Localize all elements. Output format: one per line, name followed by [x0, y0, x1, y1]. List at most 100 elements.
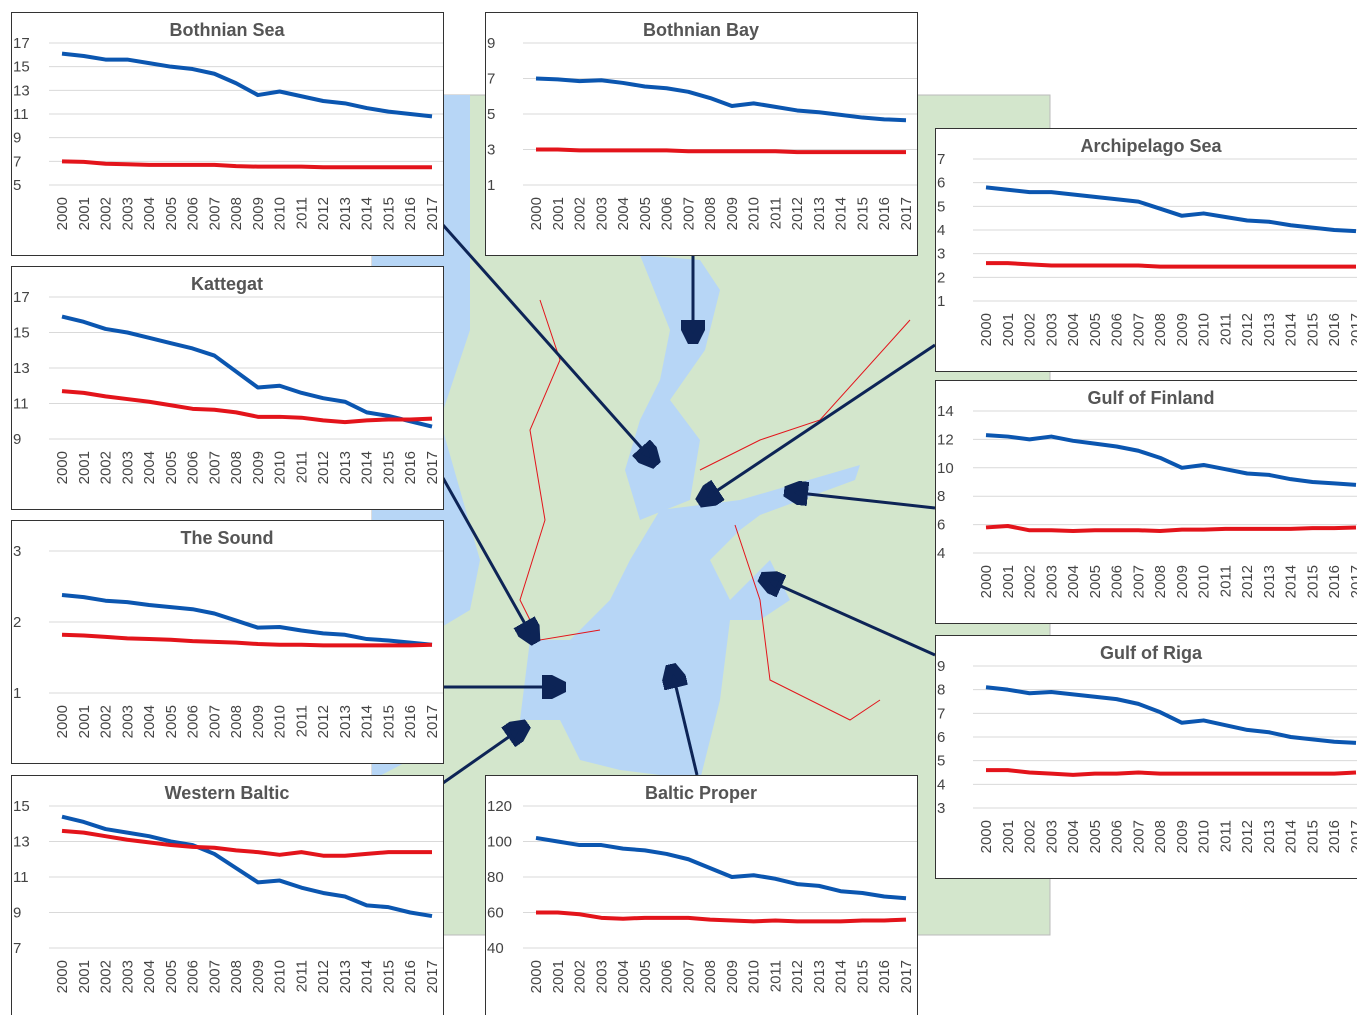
y-tick-label: 2	[937, 269, 945, 286]
y-tick-label: 4	[937, 545, 945, 562]
y-tick-label: 5	[487, 106, 495, 123]
x-tick-label: 2005	[637, 197, 654, 230]
x-tick-label: 2012	[315, 705, 332, 738]
x-tick-label: 2007	[206, 705, 223, 738]
x-tick-label: 2010	[272, 197, 289, 230]
x-tick-label: 2011	[293, 705, 310, 737]
y-tick-label: 5	[13, 177, 21, 194]
y-tick-label: 2	[13, 614, 21, 631]
y-tick-label: 9	[487, 35, 495, 52]
y-tick-label: 120	[487, 798, 512, 815]
x-tick-label: 2001	[1000, 820, 1017, 853]
x-tick-label: 2004	[141, 197, 158, 230]
x-tick-label: 2015	[854, 960, 871, 993]
x-tick-label: 2002	[1022, 313, 1039, 346]
x-tick-label: 2010	[272, 705, 289, 738]
x-tick-label: 2013	[1261, 565, 1278, 598]
panel-frame	[11, 266, 444, 510]
arrow	[441, 224, 653, 461]
x-tick-label: 2012	[315, 451, 332, 484]
series-line	[985, 433, 1357, 487]
x-tick-label: 2004	[1065, 565, 1082, 598]
x-tick-label: 2015	[1304, 565, 1321, 598]
x-tick-label: 2006	[659, 197, 676, 230]
x-tick-label: 2001	[76, 197, 93, 230]
y-tick-label: 15	[13, 59, 30, 76]
x-tick-label: 2000	[978, 565, 995, 598]
x-tick-label: 2014	[359, 705, 376, 738]
y-tick-label: 17	[13, 289, 30, 306]
x-tick-label: 2005	[1087, 313, 1104, 346]
series-line	[61, 828, 432, 858]
y-tick-label: 4	[937, 776, 945, 793]
series-line	[985, 185, 1357, 234]
x-tick-label: 2016	[1326, 565, 1343, 598]
series-line	[61, 593, 433, 647]
x-tick-label: 2013	[337, 451, 354, 484]
y-tick-label: 60	[487, 905, 504, 922]
x-tick-label: 2010	[746, 197, 763, 230]
x-tick-label: 2009	[724, 960, 741, 993]
x-tick-label: 2011	[1217, 565, 1234, 597]
series-line	[985, 685, 1357, 745]
panel-frame	[11, 775, 444, 1015]
y-tick-label: 100	[487, 834, 512, 851]
x-tick-label: 2005	[163, 451, 180, 484]
map-border	[734, 524, 881, 721]
y-tick-label: 13	[13, 360, 30, 377]
x-tick-label: 2014	[359, 451, 376, 484]
x-tick-label: 2010	[272, 451, 289, 484]
y-tick-label: 7	[937, 705, 945, 722]
panel-frame	[935, 128, 1357, 372]
x-tick-label: 2006	[1109, 313, 1126, 346]
x-tick-label: 2011	[293, 197, 310, 229]
x-tick-label: 2015	[380, 960, 397, 993]
series-line	[61, 814, 433, 919]
chart-panel: Bothnian Sea 5 7 9 11 13 15 17 2000 2001 2002 2003 2…	[11, 12, 444, 256]
y-tick-label: 9	[937, 658, 945, 675]
x-tick-label: 2006	[659, 960, 676, 993]
x-tick-label: 2014	[359, 197, 376, 230]
x-tick-label: 2014	[359, 960, 376, 993]
x-tick-label: 2005	[637, 960, 654, 993]
x-tick-label: 2013	[1261, 820, 1278, 853]
x-tick-label: 2006	[185, 960, 202, 993]
x-tick-label: 2013	[811, 960, 828, 993]
y-tick-label: 15	[13, 798, 30, 815]
x-tick-label: 2015	[854, 197, 871, 230]
series-line	[986, 768, 1357, 777]
y-tick-label: 8	[937, 682, 945, 699]
x-tick-label: 2012	[315, 197, 332, 230]
x-tick-label: 2000	[54, 960, 71, 993]
x-tick-label: 2007	[680, 197, 697, 230]
x-tick-label: 2016	[1326, 820, 1343, 853]
y-tick-label: 15	[13, 325, 30, 342]
y-tick-label: 7	[937, 151, 945, 168]
series-line	[61, 632, 433, 648]
chart-title: Bothnian Bay	[643, 20, 759, 40]
x-tick-label: 2001	[1000, 313, 1017, 346]
x-tick-label: 2009	[250, 960, 267, 993]
chart-title: Western Baltic	[165, 783, 290, 803]
x-tick-label: 2012	[789, 197, 806, 230]
y-tick-label: 6	[937, 517, 945, 534]
x-tick-label: 2004	[141, 960, 158, 993]
chart-title: Gulf of Finland	[1088, 388, 1215, 408]
x-tick-label: 2010	[272, 960, 289, 993]
y-tick-label: 11	[13, 106, 29, 123]
x-tick-label: 2001	[76, 960, 93, 993]
x-tick-label: 2003	[119, 451, 136, 484]
chart-title: Bothnian Sea	[169, 20, 285, 40]
x-tick-label: 2004	[615, 960, 632, 993]
x-tick-label: 2011	[293, 960, 310, 992]
panel-frame	[485, 775, 918, 1015]
map-border	[699, 319, 911, 471]
y-tick-label: 11	[13, 869, 29, 886]
x-tick-label: 2006	[1109, 565, 1126, 598]
map-sea	[520, 465, 860, 780]
x-tick-label: 2006	[185, 197, 202, 230]
x-tick-label: 2016	[402, 960, 419, 993]
x-tick-label: 2013	[811, 197, 828, 230]
x-tick-label: 2011	[1217, 313, 1234, 345]
chart-title: Gulf of Riga	[1100, 643, 1203, 663]
